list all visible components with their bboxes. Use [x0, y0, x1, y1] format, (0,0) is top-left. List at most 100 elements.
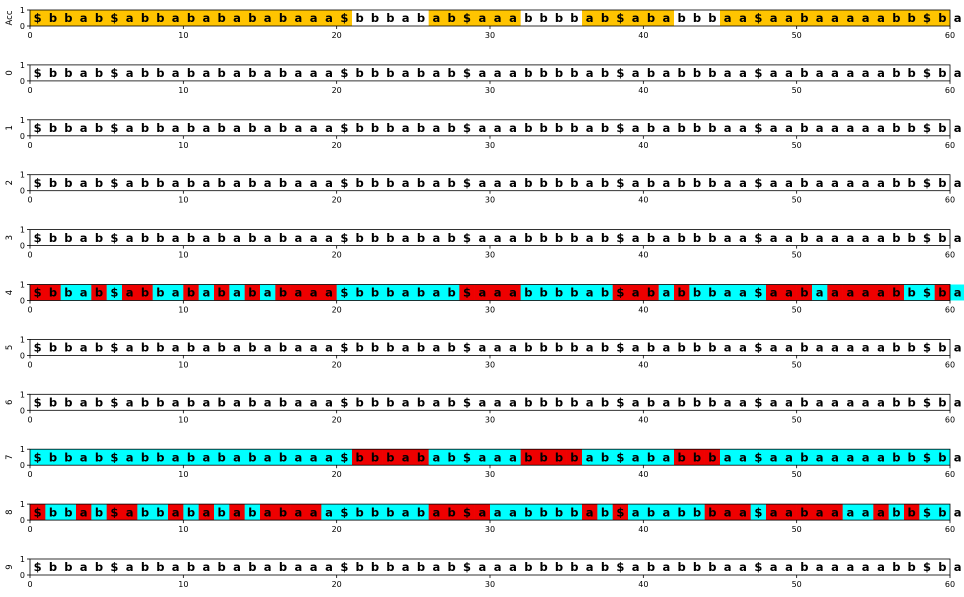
cell-char: a — [478, 231, 486, 245]
cell-char: b — [386, 505, 394, 519]
cell — [888, 339, 905, 356]
cell-char: b — [248, 505, 256, 519]
cell — [658, 119, 675, 136]
cell-char: b — [800, 560, 808, 574]
cell-char: $ — [340, 121, 348, 135]
cell — [398, 10, 414, 26]
cell-char: b — [156, 121, 164, 135]
cell-char: b — [708, 231, 716, 245]
cell — [275, 559, 291, 575]
cell — [260, 174, 276, 191]
cell-char: a — [325, 176, 333, 190]
cell-char: a — [877, 176, 885, 190]
cell — [490, 119, 506, 136]
cell-char: a — [877, 121, 885, 135]
cell-char: b — [800, 11, 808, 25]
cell-char: a — [509, 450, 517, 464]
cell-char: b — [570, 286, 578, 300]
cell-char: b — [64, 176, 72, 190]
cell-char: a — [509, 505, 517, 519]
cell-char: b — [371, 396, 379, 410]
cell-char: $ — [340, 341, 348, 355]
cell-char: b — [187, 121, 195, 135]
cell-char: a — [233, 176, 241, 190]
cell-char: b — [356, 505, 364, 519]
cell — [750, 559, 767, 575]
cell — [919, 119, 935, 136]
cell — [428, 64, 445, 81]
cell-char: b — [49, 505, 57, 519]
cell-char: b — [448, 66, 456, 80]
cell-char: b — [601, 396, 609, 410]
cell — [45, 449, 61, 466]
cell — [490, 559, 506, 575]
cell-char: b — [95, 176, 103, 190]
cell — [643, 229, 659, 246]
cell — [413, 284, 429, 301]
y-tick-label: 0 — [20, 132, 25, 141]
cell — [183, 339, 199, 356]
cell-char: a — [831, 231, 839, 245]
cell-char: b — [187, 450, 195, 464]
cell-char: a — [877, 560, 885, 574]
cell — [643, 284, 659, 301]
cell — [520, 10, 537, 26]
cell-char: b — [540, 176, 548, 190]
cell-char: b — [693, 341, 701, 355]
cell-char: a — [785, 286, 793, 300]
cell — [214, 64, 230, 81]
cell — [934, 10, 951, 26]
cell-char: b — [279, 121, 287, 135]
cell-char: b — [218, 11, 226, 25]
cell-char: b — [892, 396, 900, 410]
cell — [934, 174, 951, 191]
cell — [367, 64, 383, 81]
cell — [398, 559, 414, 575]
cell-char: b — [938, 341, 946, 355]
cell-char: b — [218, 286, 226, 300]
cell-char: a — [233, 396, 241, 410]
cell-char: b — [693, 121, 701, 135]
cell — [45, 284, 61, 301]
cell — [76, 229, 92, 246]
cell-char: b — [95, 11, 103, 25]
cell-char: b — [892, 341, 900, 355]
x-tick-label: 0 — [27, 470, 32, 479]
cell — [505, 449, 521, 466]
cell — [214, 174, 230, 191]
cell — [260, 64, 276, 81]
cell — [919, 64, 935, 81]
cell-char: a — [310, 450, 318, 464]
cell-char: a — [816, 396, 824, 410]
cell-char: b — [187, 341, 195, 355]
cell-char: b — [156, 560, 164, 574]
cell-char: $ — [463, 11, 471, 25]
cell-char: b — [601, 66, 609, 80]
cell-char: b — [218, 121, 226, 135]
cell — [612, 559, 629, 575]
cell-char: $ — [110, 11, 118, 25]
cell-char: a — [739, 121, 747, 135]
cell-char: a — [586, 66, 594, 80]
cell — [413, 174, 429, 191]
cell-char: a — [509, 396, 517, 410]
cell — [781, 174, 797, 191]
cell — [888, 394, 905, 411]
cell — [735, 559, 751, 575]
cell-char: a — [402, 176, 410, 190]
cell — [183, 284, 199, 301]
cell — [76, 504, 92, 521]
cell-char: b — [417, 121, 425, 135]
cell — [781, 10, 797, 26]
cell — [827, 449, 843, 466]
cell — [168, 64, 184, 81]
cell — [352, 559, 368, 575]
cell — [536, 229, 552, 246]
cell-char: b — [356, 121, 364, 135]
cell — [137, 284, 153, 301]
cell — [60, 119, 77, 136]
x-tick-label: 20 — [332, 470, 342, 479]
cell — [950, 449, 964, 466]
cell — [382, 10, 399, 26]
cell-char: b — [248, 121, 256, 135]
